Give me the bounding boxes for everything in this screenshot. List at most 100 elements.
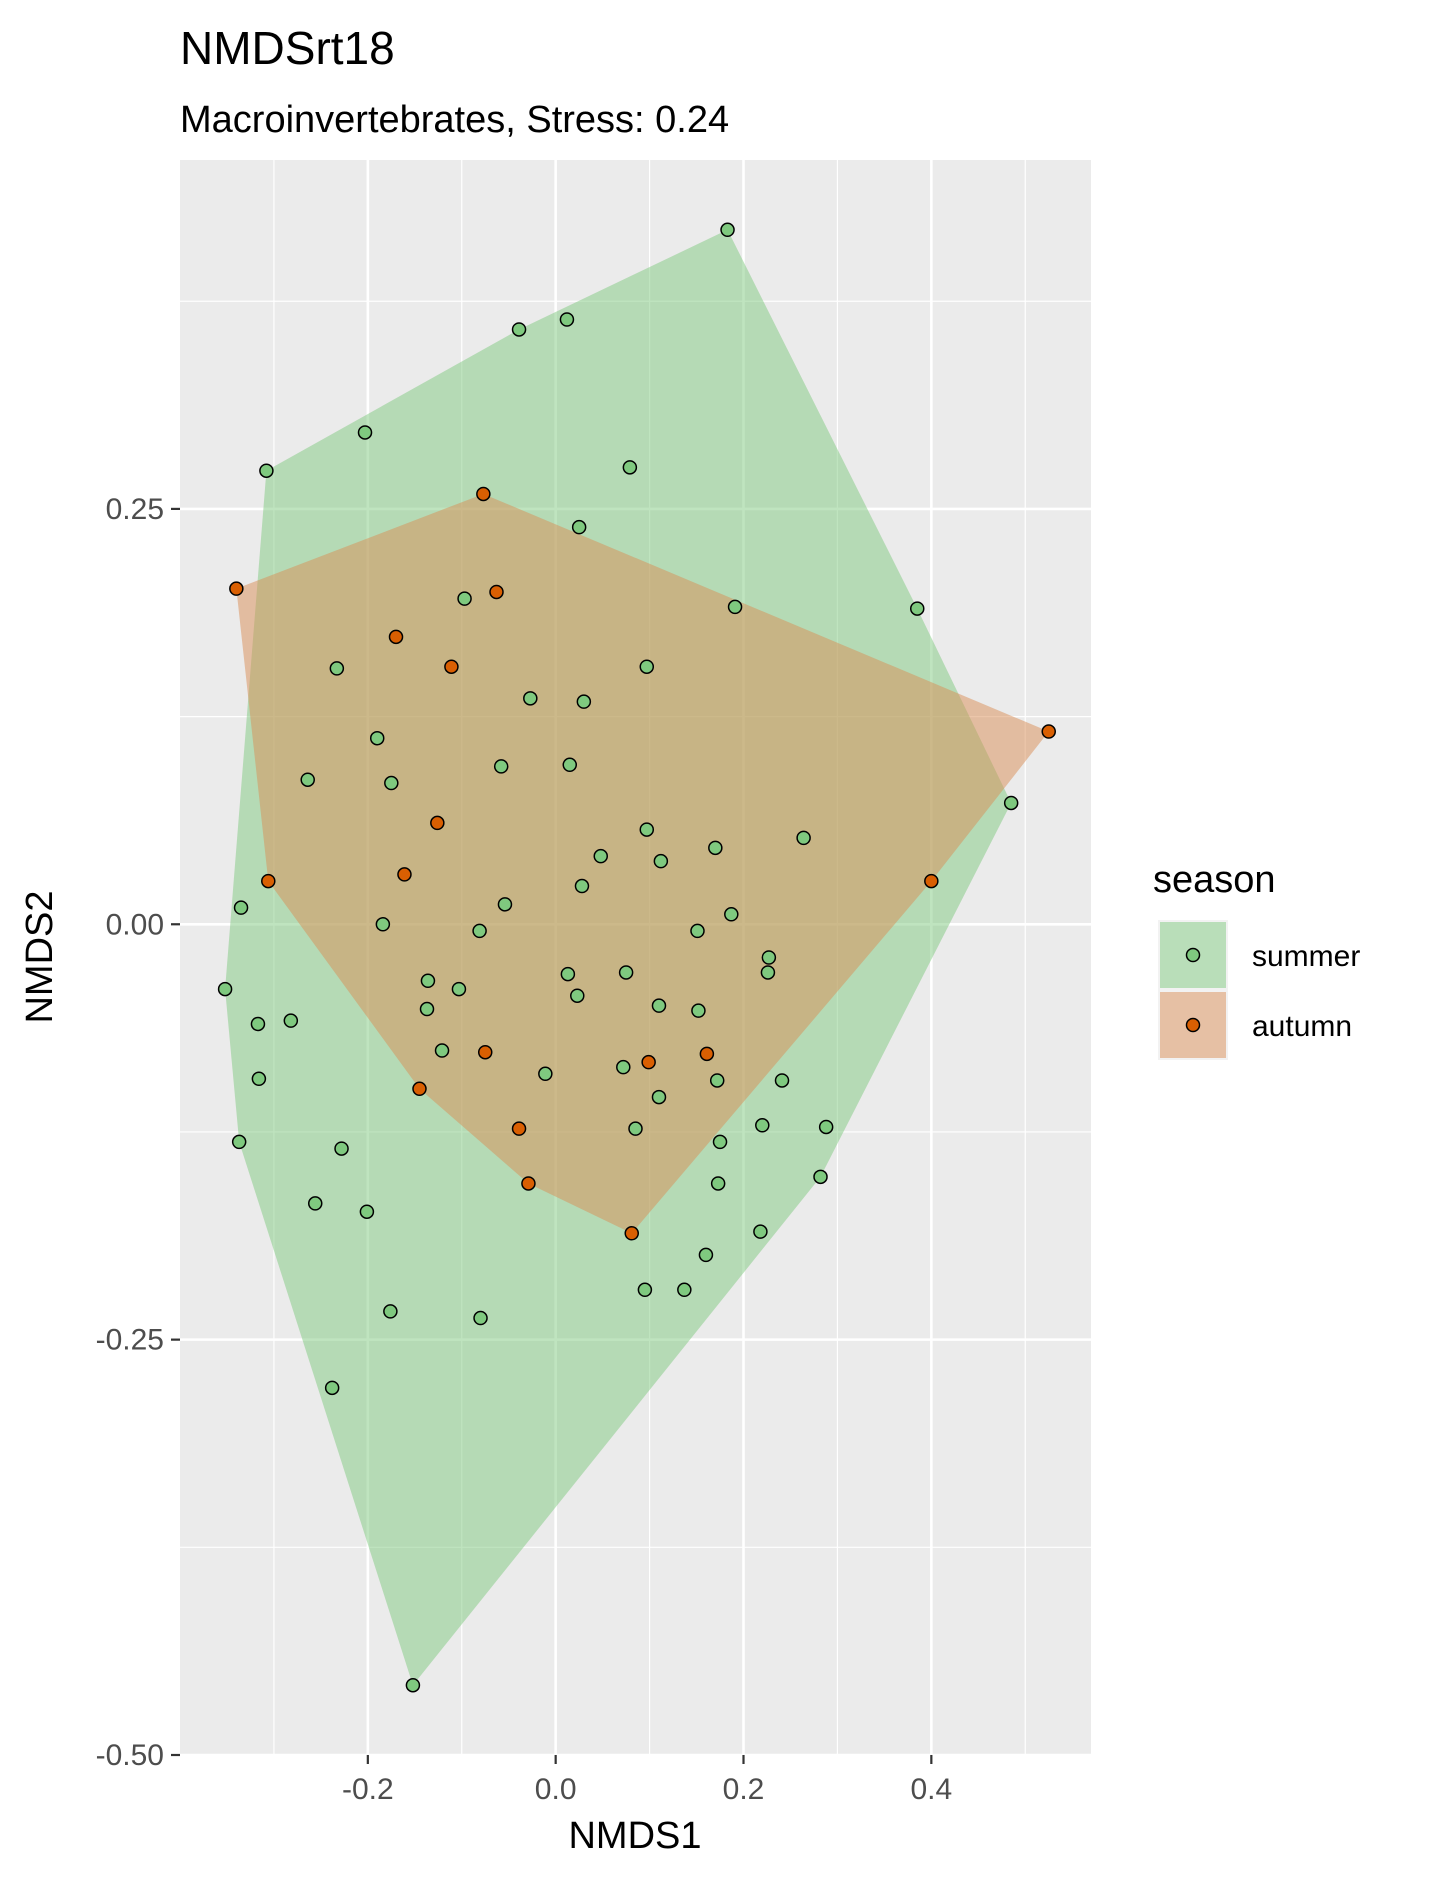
point-summer (420, 973, 436, 989)
point-summer (622, 460, 638, 475)
point-autumn (521, 1176, 536, 1191)
legend-items: summer autumn (1158, 920, 1360, 1060)
point-summer (760, 965, 776, 980)
point-summer (710, 1176, 726, 1191)
point-summer (307, 1196, 323, 1211)
point-autumn (476, 486, 491, 502)
point-summer (434, 1043, 450, 1058)
point-autumn (261, 873, 276, 889)
point-summer (753, 1224, 768, 1239)
point-summer (727, 599, 743, 615)
point-summer (251, 1071, 267, 1087)
point-summer (574, 878, 590, 894)
point-summer (724, 907, 739, 922)
point-autumn (699, 1046, 715, 1062)
point-autumn (397, 867, 412, 882)
legend: season summer autumn (1153, 859, 1360, 1060)
point-summer (593, 848, 609, 864)
point-summer (324, 1380, 340, 1396)
point-summer (708, 840, 723, 856)
point-summer (651, 1089, 667, 1105)
chart-title: NMDSrt18 (180, 22, 395, 74)
x-axis-title: NMDS1 (568, 1815, 701, 1857)
y-tick-label: 0.25 (106, 493, 164, 526)
point-summer (774, 1073, 790, 1088)
point-summer (334, 1141, 349, 1156)
legend-title: season (1153, 859, 1276, 901)
point-summer (571, 519, 587, 535)
point-summer (698, 1247, 714, 1263)
point-summer (497, 897, 513, 912)
y-tick-label: -0.25 (96, 1324, 164, 1357)
point-summer (639, 659, 655, 674)
point-autumn (430, 815, 445, 831)
point-summer (231, 1134, 247, 1150)
legend-label-autumn: autumn (1252, 1010, 1352, 1043)
point-summer (300, 772, 315, 787)
point-summer (755, 1118, 770, 1133)
point-summer (796, 830, 811, 846)
point-summer (473, 1310, 488, 1326)
point-summer (375, 917, 391, 932)
point-summer (233, 900, 249, 915)
point-summer (472, 923, 487, 939)
point-summer (639, 822, 655, 837)
point-summer (451, 981, 467, 997)
point-summer (457, 591, 472, 606)
y-axis: -0.50 -0.25 0.00 0.25 (96, 493, 180, 1772)
point-autumn (511, 1121, 527, 1136)
point-summer (283, 1013, 299, 1028)
point-summer (523, 691, 538, 706)
point-summer (1003, 795, 1019, 811)
point-autumn (412, 1081, 427, 1097)
point-autumn (229, 581, 244, 596)
point-summer (405, 1677, 421, 1693)
point-summer (691, 1003, 706, 1018)
x-tick-label: -0.2 (342, 1773, 394, 1806)
x-tick-label: 0.2 (723, 1773, 765, 1806)
point-summer (813, 1169, 828, 1185)
point-summer (712, 1134, 728, 1150)
point-summer (720, 222, 735, 238)
point-summer (618, 965, 634, 980)
x-tick-label: 0.4 (910, 1773, 952, 1806)
point-summer (628, 1121, 643, 1136)
y-tick-label: 0.00 (106, 908, 164, 941)
legend-marker-summer (1185, 947, 1201, 963)
point-summer (250, 1016, 266, 1032)
point-summer (818, 1119, 834, 1135)
point-summer (910, 601, 925, 616)
x-axis: -0.2 0.0 0.2 0.4 (342, 1755, 952, 1806)
point-summer (493, 759, 509, 774)
point-summer (419, 1001, 435, 1017)
data-points (217, 222, 1056, 1693)
legend-marker-autumn (1185, 1017, 1201, 1033)
point-summer (511, 322, 527, 337)
point-summer (576, 694, 592, 709)
point-autumn (924, 873, 939, 889)
point-summer (616, 1059, 631, 1075)
point-summer (653, 853, 669, 869)
point-summer (709, 1073, 725, 1088)
point-summer (384, 775, 399, 791)
point-summer (383, 1304, 398, 1319)
point-summer (651, 998, 667, 1013)
point-summer (357, 425, 373, 440)
point-summer (677, 1282, 692, 1298)
point-summer (259, 463, 274, 478)
point-summer (369, 730, 385, 746)
point-summer (538, 1066, 553, 1082)
point-summer (329, 661, 345, 676)
point-summer (690, 923, 705, 939)
point-summer (217, 981, 233, 997)
point-summer (637, 1282, 653, 1298)
point-summer (562, 757, 578, 773)
legend-label-summer: summer (1252, 940, 1360, 973)
point-autumn (1041, 724, 1056, 739)
point-autumn (641, 1054, 656, 1070)
point-autumn (444, 659, 459, 674)
point-autumn (388, 629, 404, 645)
point-summer (560, 966, 576, 982)
y-axis-title: NMDS2 (19, 890, 61, 1023)
